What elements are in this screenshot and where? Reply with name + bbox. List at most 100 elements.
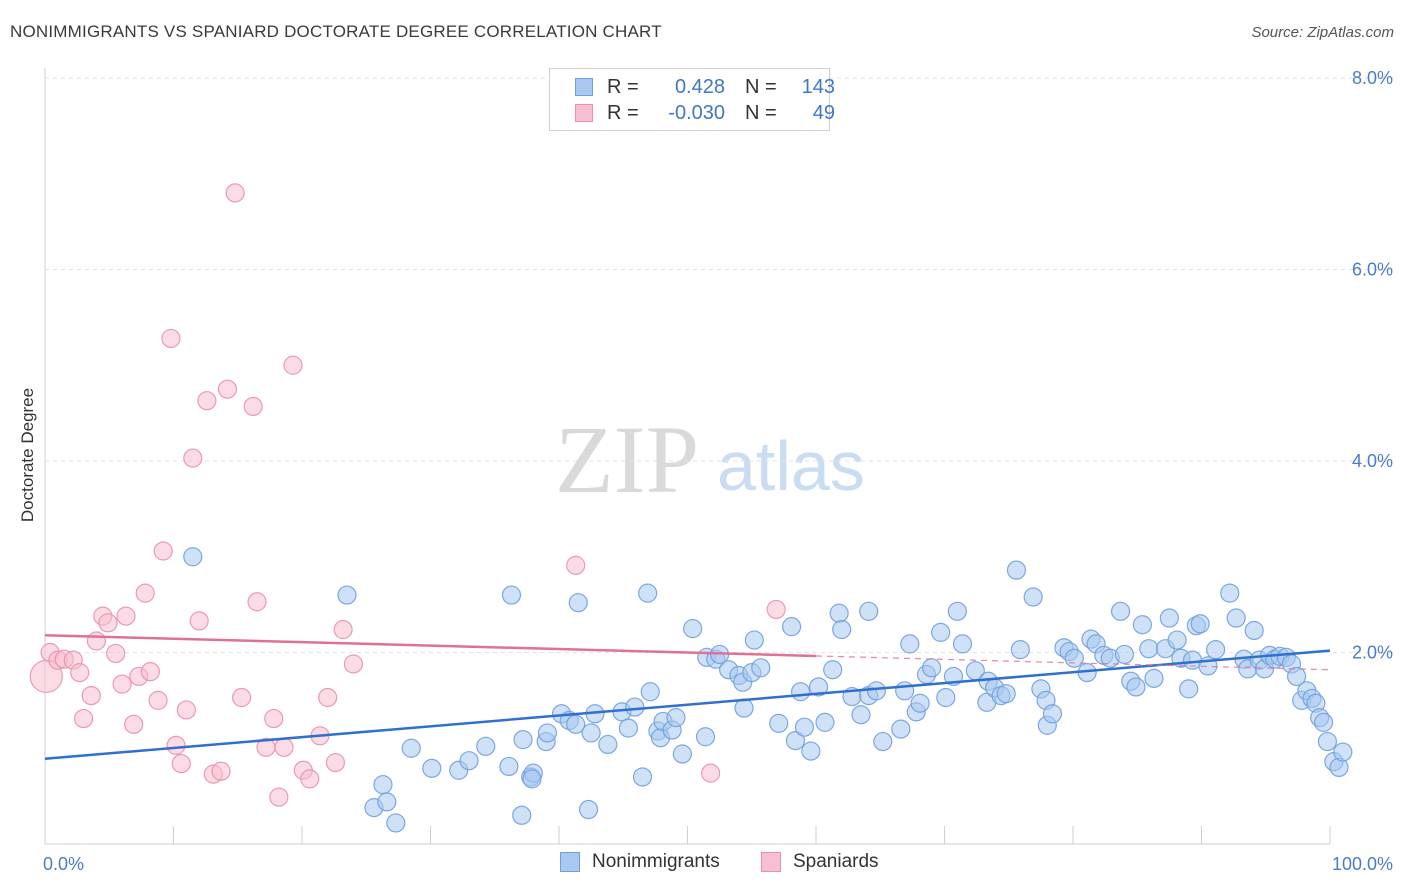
nonimmigrant-point	[522, 769, 542, 789]
spaniard-point	[247, 592, 267, 612]
legend-swatch-nonimmigrants	[575, 78, 593, 96]
nonimmigrant-point	[476, 736, 496, 756]
nonimmigrant-point	[1064, 648, 1084, 668]
nonimmigrant-point	[815, 712, 835, 732]
nonimmigrant-point	[672, 744, 692, 764]
x-tick-label: 100.0%	[1332, 854, 1393, 874]
nonimmigrant-point	[744, 630, 764, 650]
y-tick-label: 4.0%	[1352, 451, 1393, 471]
series-swatch-nonimmigrants	[560, 852, 580, 872]
tick-labels: 2.0% 4.0% 6.0% 8.0% 0.0% 100.0%	[43, 68, 1393, 874]
nonimmigrant-point	[1313, 712, 1334, 732]
spaniard-point	[135, 583, 155, 603]
spaniard-point	[283, 355, 303, 375]
nonimmigrant-point	[1110, 601, 1131, 621]
nonimmigrant-point	[794, 717, 815, 737]
nonimmigrant-point	[537, 723, 558, 743]
spaniard-point	[81, 685, 101, 706]
spaniard-point	[98, 613, 118, 633]
legend-n-value: 49	[812, 101, 835, 124]
spaniard-point	[86, 631, 107, 651]
nonimmigrant-point	[618, 718, 638, 738]
axes	[44, 68, 1331, 845]
nonimmigrant-point	[900, 634, 920, 654]
legend-row-nonimmigrants: R = 0.428 N = 143	[575, 75, 835, 99]
spaniard-point	[116, 606, 136, 626]
nonimmigrant-point	[1006, 560, 1027, 580]
nonimmigrant-point	[851, 705, 871, 725]
nonimmigrant-point	[922, 658, 942, 678]
nonimmigrant-point	[1226, 608, 1246, 628]
nonimmigrant-point	[1244, 620, 1264, 641]
nonimmigrant-point	[751, 658, 771, 678]
nonimmigrant-point	[183, 547, 203, 567]
y-tick-label: 8.0%	[1352, 68, 1393, 88]
nonimmigrant-point	[1159, 608, 1179, 628]
nonimmigrant-point	[1126, 677, 1146, 697]
y-axis-label: Doctorate Degree	[18, 388, 37, 522]
nonimmigrant-point	[1286, 666, 1307, 687]
legend-swatch-spaniards	[575, 104, 593, 122]
nonimmigrant-point	[337, 585, 357, 605]
nonimmigrant-point	[640, 682, 660, 702]
nonimmigrant-point	[625, 697, 645, 717]
nonimmigrant-point	[568, 593, 588, 613]
spaniard-point	[325, 753, 346, 773]
nonimmigrant-point	[910, 693, 930, 713]
nonimmigrant-point	[1010, 640, 1030, 660]
nonimmigrant-point	[683, 618, 703, 639]
spaniard-point	[140, 662, 160, 682]
nonimmigrant-point	[377, 792, 397, 812]
spaniard-point	[112, 674, 132, 694]
spaniard-point	[189, 611, 209, 631]
spaniard-point	[124, 714, 144, 734]
nonimmigrant-point	[666, 708, 686, 728]
spaniard-point	[274, 737, 294, 757]
nonimmigrant-point	[1220, 583, 1240, 603]
spaniard-point	[161, 328, 181, 349]
nonimmigrant-point	[422, 758, 442, 778]
nonimmigrant-point	[499, 756, 519, 777]
nonimmigrant-point	[734, 698, 754, 718]
series-legend-spaniards: Spaniards	[761, 851, 879, 873]
series-label-nonimmigrants: Nonimmigrants	[592, 851, 720, 872]
spaniard-point	[217, 379, 238, 399]
nonimmigrant-point	[578, 799, 599, 820]
trend-lines	[44, 634, 1331, 761]
watermark-zip: ZIP	[555, 406, 699, 513]
nonimmigrant-point	[386, 813, 406, 833]
nonimmigrant-point	[785, 730, 806, 751]
nonimmigrant-point	[1114, 644, 1135, 665]
y-tick-label: 6.0%	[1352, 260, 1393, 280]
nonimmigrant-point	[1179, 679, 1199, 699]
series-label-spaniards: Spaniards	[793, 851, 879, 872]
nonimmigrant-point	[581, 723, 601, 743]
nonimmigrant-point	[1042, 704, 1063, 724]
nonimmigrant-point	[936, 687, 956, 708]
series-swatch-spaniards	[761, 852, 781, 872]
spaniard-point	[197, 391, 217, 411]
nonimmigrant-point	[769, 713, 789, 733]
spaniard-point	[243, 396, 263, 417]
nonimmigrant-point	[695, 727, 716, 747]
spaniard-point	[153, 541, 173, 561]
nonimmigrant-point	[931, 622, 951, 642]
spaniard-point	[176, 700, 196, 720]
nonimmigrant-point	[401, 738, 421, 758]
spaniard-point	[106, 643, 126, 664]
source-label: Source: ZipAtlas.com	[1251, 24, 1394, 41]
nonimmigrant-point	[895, 681, 915, 701]
nonimmigrant-point	[996, 684, 1016, 704]
correlation-legend: R = 0.428 N = 143 R = -0.030 N = 49	[549, 68, 835, 131]
nonimmigrant-point	[1190, 614, 1210, 634]
spaniard-point	[343, 654, 363, 674]
spaniard-point	[232, 687, 252, 708]
spaniard-point	[269, 787, 289, 807]
nonimmigrant-point	[947, 601, 967, 621]
nonimmigrant-point	[866, 681, 886, 701]
nonimmigrant-point	[832, 619, 852, 640]
nonimmigrant-point	[632, 767, 653, 787]
nonimmigrant-point	[513, 730, 533, 750]
x-tick-label: 0.0%	[43, 854, 84, 874]
